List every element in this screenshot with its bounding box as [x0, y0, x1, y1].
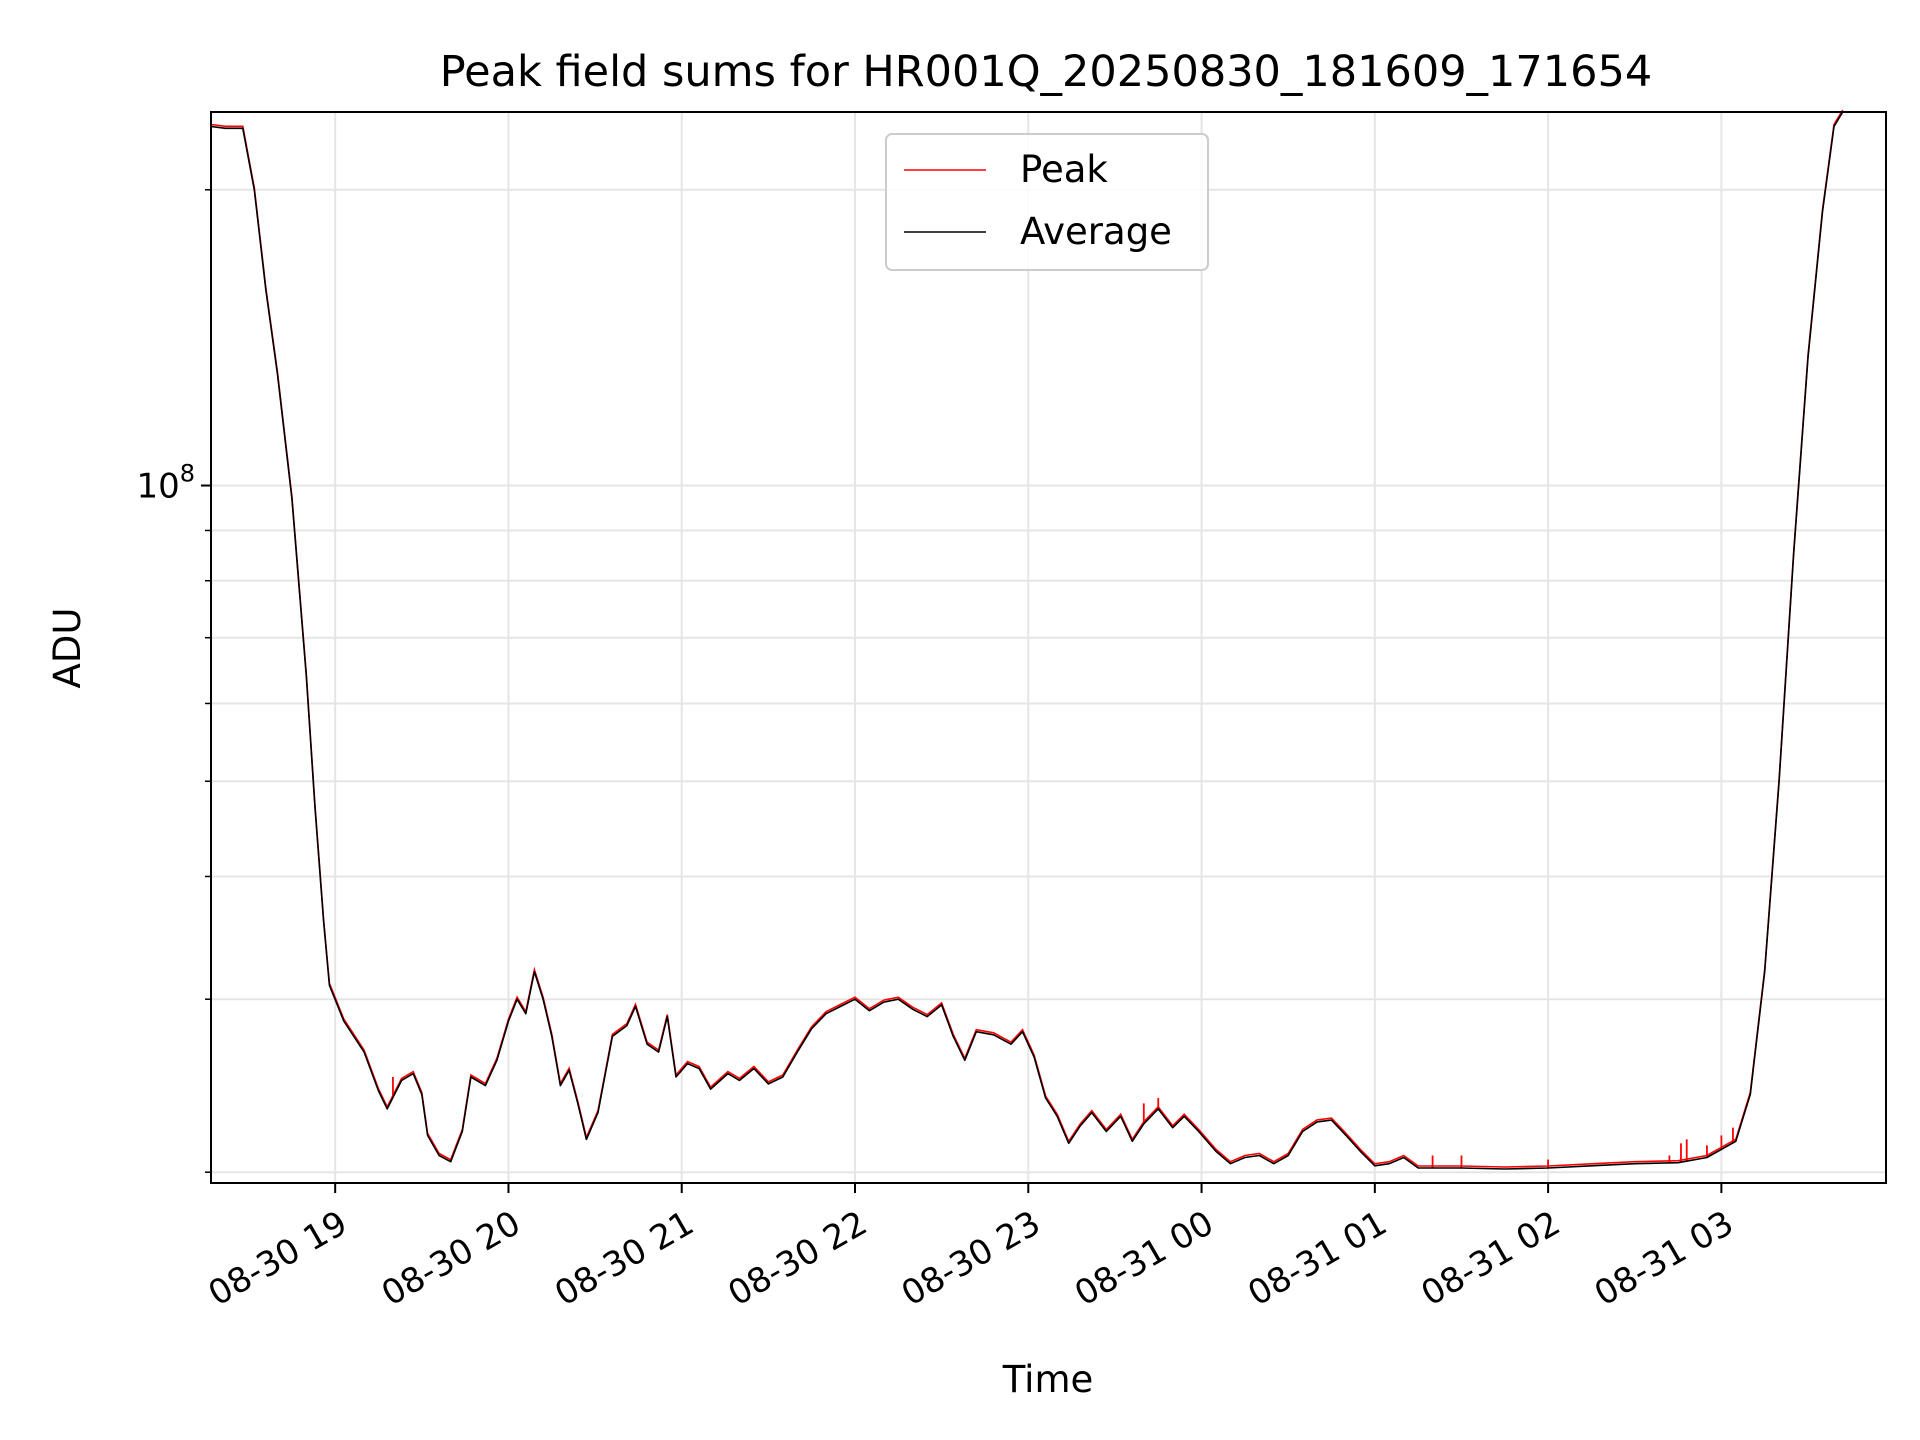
- chart-title: Peak field sums for HR001Q_20250830_1816…: [440, 47, 1652, 97]
- plot-frame: [210, 111, 1887, 1184]
- y-axis-label: ADU: [46, 608, 89, 689]
- plot-area: [210, 109, 1844, 1170]
- grid: [211, 112, 1886, 1183]
- legend-peak-label: Peak: [1020, 148, 1108, 191]
- legend-box: [885, 133, 1209, 271]
- legend: Peak Average: [885, 133, 1209, 271]
- y-tick-label: 108: [136, 460, 195, 507]
- x-axis-label: Time: [1002, 1358, 1094, 1401]
- average-series-line: [210, 111, 1844, 1170]
- legend-average-label: Average: [1020, 210, 1172, 253]
- peak-series-line: [210, 109, 1844, 1168]
